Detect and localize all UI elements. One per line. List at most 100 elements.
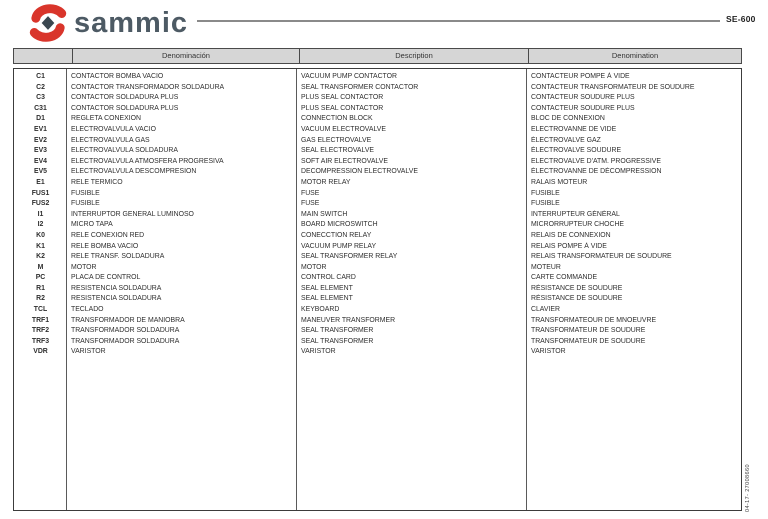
cell-es: CONTACTOR BOMBA VACIO: [71, 73, 164, 80]
cell-code: EV1: [33, 125, 48, 133]
cell-en: GAS ELECTROVALVE: [301, 136, 372, 144]
cell-en: SEAL TRANSFORMER: [301, 327, 374, 335]
table-row: TRF1 TRANSFORMADOR DE MANIOBRA MANEUVER TR…: [14, 316, 741, 327]
cell-code: C2: [36, 83, 45, 91]
cell-fr: CONTACTEUR POMPE À VIDE: [531, 73, 630, 80]
cell-code: D1: [36, 115, 45, 123]
cell-code: EV5: [33, 168, 48, 176]
cell-fr: RELAIS POMPE À VIDE: [531, 242, 607, 250]
cell-code: I1: [37, 210, 44, 218]
cell-en: VACUUM PUMP RELAY: [301, 242, 377, 250]
cell-es: CONTACTOR TRANSFORMADOR SOLDADURA: [71, 83, 225, 91]
cell-fr: RALAIS MOTEUR: [531, 178, 588, 186]
cell-en: CONTROL CARD: [301, 274, 356, 282]
table-row: EV2 ELECTROVALVULA GAS GAS ELECTROVALVE ÉLE…: [14, 136, 741, 147]
cell-es: ELECTROVALVULA GAS: [71, 136, 150, 144]
cell-es: ELECTROVALVULA SOLDADURA: [71, 147, 178, 155]
cell-code: C1: [36, 73, 45, 80]
cell-code: VDR: [33, 348, 48, 356]
table-row: R2 RESISTENCIA SOLDADURA SEAL ELEMENT RÉSIS…: [14, 294, 741, 305]
cell-es: MICRO TAPA: [71, 221, 113, 229]
cell-es: TRANSFORMADOR SOLDADURA: [71, 337, 180, 345]
cell-en: SEAL ELEMENT: [301, 295, 353, 303]
table-row: C1 CONTACTOR BOMBA VACIO VACUUM PUMP CONTA…: [14, 72, 741, 83]
cell-en: KEYBOARD: [301, 306, 340, 314]
table-row: TRF3 TRANSFORMADOR SOLDADURA SEAL TRANSFOR…: [14, 337, 741, 348]
cell-fr: ELECTROVANNE DE VIDE: [531, 125, 617, 133]
cell-fr: TRANSFORMATEOUR DE MNOEUVRE: [531, 316, 657, 324]
cell-es: INTERRUPTOR GENERAL LUMINOSO: [71, 210, 194, 218]
cell-fr: CONTACTEUR TRANSFORMATEUR DE SOUDURE: [531, 83, 695, 91]
cell-fr: ÉLECTROVALVE SOUDURE: [531, 147, 622, 155]
table-row: EV4 ELECTROVALVULA ATMOSFERA PROGRESIVA SO…: [14, 157, 741, 168]
cell-en: PLUS SEAL CONTACTOR: [301, 104, 384, 112]
cell-en: VARISTOR: [301, 348, 336, 356]
header-cell-denominacion: Denominación: [73, 49, 300, 63]
table-row: FUS2 FUSIBLE FUSE FUSIBLE: [14, 199, 741, 210]
table-row: R1 RESISTENCIA SOLDADURA SEAL ELEMENT RÉSIS…: [14, 284, 741, 295]
cell-en: VACUUM PUMP CONTACTOR: [301, 73, 397, 80]
cell-fr: ÉLECTROVALVE GAZ: [531, 136, 601, 144]
cell-code: FUS1: [31, 189, 50, 197]
cell-fr: CONTACTEUR SOUDURE PLUS: [531, 94, 635, 102]
cell-fr: RÉSISTANCE DE SOUDURE: [531, 284, 623, 292]
cell-code: C3: [36, 94, 45, 102]
cell-fr: RÉSISTANCE DE SOUDURE: [531, 295, 623, 303]
cell-en: MANEUVER TRANSFORMER: [301, 316, 396, 324]
table-row: E1 RELE TERMICO MOTOR RELAY RALAIS MOTEUR: [14, 178, 741, 189]
cell-en: SOFT AIR ELECTROVALVE: [301, 157, 388, 165]
column-divider: [526, 69, 527, 510]
cell-en: FUSE: [301, 200, 320, 208]
cell-en: SEAL TRANSFORMER: [301, 337, 374, 345]
cell-fr: TRANSFORMATEUR DE SOUDURE: [531, 337, 646, 345]
cell-es: MOTOR: [71, 263, 97, 271]
header-cell-denomination: Denomination: [529, 49, 741, 63]
table-row: I1 INTERRUPTOR GENERAL LUMINOSO MAIN SWITC…: [14, 210, 741, 221]
cell-en: PLUS SEAL CONTACTOR: [301, 94, 384, 102]
table-row: C2 CONTACTOR TRANSFORMADOR SOLDADURA SEAL …: [14, 83, 741, 94]
table-row: D1 REGLETA CONEXION CONNECTION BLOCK BLOC D…: [14, 114, 741, 125]
cell-fr: INTERRUPTEUR GÉNÉRAL: [531, 210, 620, 218]
cell-fr: VARISTOR: [531, 348, 566, 356]
cell-es: FUSIBLE: [71, 189, 100, 197]
brand-logo: sammic: [26, 3, 188, 43]
cell-code: I2: [37, 221, 44, 229]
cell-es: RESISTENCIA SOLDADURA: [71, 284, 162, 292]
cell-code: EV3: [33, 147, 48, 155]
cell-en: MOTOR: [301, 263, 327, 271]
cell-code: TCL: [33, 306, 48, 314]
header-cell-description: Description: [300, 49, 529, 63]
legend-table-body: C1 CONTACTOR BOMBA VACIO VACUUM PUMP CONTA…: [13, 68, 742, 511]
cell-es: ELECTROVALVULA DESCOMPRESION: [71, 168, 197, 176]
cell-en: CONECCTION RELAY: [301, 231, 372, 239]
table-row: C3 CONTACTOR SOLDADURA PLUS PLUS SEAL CONT…: [14, 93, 741, 104]
table-row: K2 RELE TRANSF. SOLDADURA SEAL TRANSFORMER…: [14, 252, 741, 263]
cell-fr: BLOC DE CONNEXION: [531, 115, 605, 123]
cell-en: SEAL ELEMENT: [301, 284, 353, 292]
cell-en: CONNECTION BLOCK: [301, 115, 373, 123]
legend-table-header: Denominación Description Denomination: [13, 48, 742, 64]
cell-en: MAIN SWITCH: [301, 210, 348, 218]
legend-rows: C1 CONTACTOR BOMBA VACIO VACUUM PUMP CONTA…: [14, 72, 741, 358]
cell-es: TECLADO: [71, 306, 104, 314]
cell-fr: CONTACTEUR SOUDURE PLUS: [531, 104, 635, 112]
cell-es: TRANSFORMADOR DE MANIOBRA: [71, 316, 185, 324]
table-row: K1 RELE BOMBA VACIO VACUUM PUMP RELAY RELAI…: [14, 242, 741, 253]
cell-code: K1: [36, 242, 45, 250]
table-row: VDR VARISTOR VARISTOR VARISTOR: [14, 347, 741, 358]
cell-code: K0: [36, 231, 45, 239]
column-divider: [66, 69, 67, 510]
cell-en: SEAL TRANSFORMER RELAY: [301, 253, 398, 261]
cell-fr: ELECTROVALVE D'ATM. PROGRESSIVE: [531, 157, 661, 165]
cell-fr: ÉLECTROVANNE DE DÉCOMPRESSION: [531, 168, 662, 176]
table-row: FUS1 FUSIBLE FUSE FUSIBLE: [14, 189, 741, 200]
cell-es: FUSIBLE: [71, 200, 100, 208]
header-rule: [197, 20, 720, 22]
brand-wordmark: sammic: [74, 7, 189, 39]
cell-code: EV2: [33, 136, 48, 144]
cell-es: RELE CONEXION RED: [71, 231, 145, 239]
table-row: EV3 ELECTROVALVULA SOLDADURA SEAL ELECTROV…: [14, 146, 741, 157]
table-row: M MOTOR MOTOR MOTEUR: [14, 263, 741, 274]
cell-en: FUSE: [301, 189, 320, 197]
doc-code: 04-17- 27008660: [745, 464, 751, 512]
